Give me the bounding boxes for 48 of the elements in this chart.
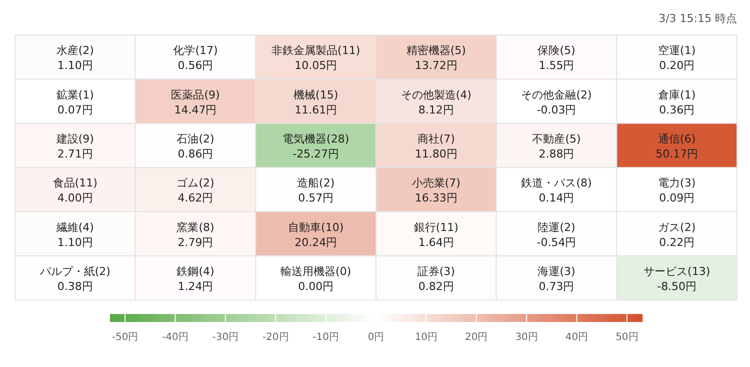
color-bar-label: 10円	[414, 332, 438, 343]
color-bar-label: -10円	[312, 332, 339, 343]
color-bar-label: 20円	[465, 332, 488, 343]
data-label: 銀行(11) 1.64円	[414, 220, 458, 249]
data-label: 鉄鋼(4) 1.24円	[176, 264, 214, 293]
data-label: 鉄道・バス(8) 0.14円	[521, 176, 592, 205]
data-label: ガス(2) 0.22円	[658, 220, 696, 249]
color-bar-label: -30円	[212, 332, 239, 343]
data-label: 証券(3) 0.82円	[417, 264, 455, 293]
color-bar-label: 0円	[368, 332, 384, 343]
data-label: 化学(17) 0.56円	[173, 44, 218, 72]
data-label: 空運(1) 0.20円	[658, 44, 696, 72]
chart-subtitle: 3/3 15:15 時点	[658, 12, 737, 25]
data-label: 建設(9) 2.71円	[55, 132, 94, 160]
color-bar-label: 50円	[616, 332, 638, 343]
data-label: 水産(2) 1.10円	[56, 44, 94, 72]
data-label: 食品(11) 4.00円	[52, 176, 98, 205]
data-label: 不動産(5) 2.88円	[532, 132, 581, 160]
data-label: サービス(13) -8.50円	[644, 264, 710, 293]
color-bar-label: 40円	[565, 332, 588, 343]
data-label: 海運(3) 0.73円	[538, 264, 576, 293]
data-label: その他製造(4) 8.12円	[400, 88, 472, 116]
data-label: 医薬品(9) 14.47円	[171, 88, 220, 116]
data-label: 保険(5) 1.55円	[538, 44, 576, 72]
data-label: ゴム(2) 4.62円	[176, 176, 214, 205]
data-label: 輸送用機器(0) 0.00円	[280, 264, 352, 293]
data-label: 精密機器(5) 13.72円	[406, 44, 466, 72]
color-bar-label: -20円	[262, 332, 289, 343]
data-label: 電力(3) 0.09円	[658, 176, 696, 205]
data-label: 商社(7) 11.80円	[414, 132, 458, 160]
data-label: 通信(6) 50.17円	[656, 132, 698, 160]
data-label: 窯業(8) 2.79円	[176, 220, 214, 249]
data-label: 自動車(10) 20.24円	[288, 220, 344, 249]
data-label: 非鉄金属製品(11) 10.05円	[272, 44, 360, 72]
data-label: 小売業(7) 16.33円	[412, 176, 460, 205]
data-label: 繊維(4) 1.10円	[55, 220, 94, 249]
color-bar-label: -50円	[112, 332, 138, 343]
data-label: 電気機器(28) -25.27円	[282, 132, 350, 160]
data-label: 倉庫(1) 0.36円	[658, 88, 696, 116]
data-label: 機械(15) 11.61円	[294, 88, 338, 116]
data-label: その他金融(2) -0.03円	[521, 88, 592, 116]
data-label: 鉱業(1) 0.07円	[56, 88, 94, 116]
color-bar-label: 30円	[515, 332, 538, 343]
data-label: 陸運(2) -0.54円	[536, 220, 576, 249]
data-label: パルプ・紙(2) 0.38円	[38, 264, 110, 293]
data-label: 造船(2) 0.57円	[297, 176, 335, 205]
data-label: 石油(2) 0.86円	[176, 132, 214, 160]
color-bar-label: -40円	[162, 332, 188, 343]
